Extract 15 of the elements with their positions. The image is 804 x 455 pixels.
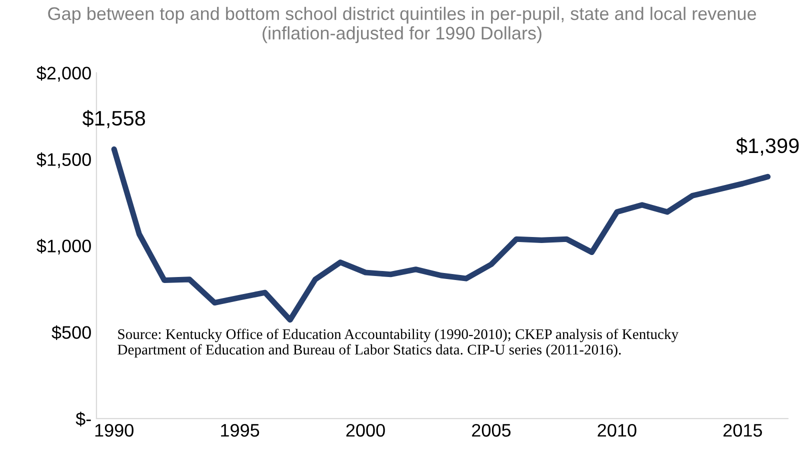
y-tick-label: $-: [76, 412, 91, 426]
y-tick-label: $1,500: [36, 152, 91, 168]
annotation: Source: Kentucky Office of Education Accountability (1990-2010); CKEP analysis of Kentucky Department of Education and Bureau of Labor Statics data. CIP-U series (2011-2016).: [118, 328, 678, 358]
x-tick-label: 2005: [472, 424, 511, 437]
x-tick-label: 1990: [95, 424, 134, 437]
x-tick-label: 2010: [598, 424, 636, 437]
y-tick-label: $2,000: [36, 66, 91, 82]
x-tick-label: 2000: [346, 424, 385, 437]
y-tick-label: $1,000: [36, 238, 91, 255]
x-tick-label: 1995: [221, 424, 260, 437]
annotation: $1,558: [82, 110, 146, 128]
chart-title: Gap between top and bottom school district quintiles in per-pupil, state and local revenue (inflation-adjusted for 1990 Dollars): [48, 6, 756, 44]
x-tick-label: 2015: [723, 424, 762, 437]
annotation: $1,399: [736, 138, 799, 156]
y-tick-label: $500: [52, 325, 91, 340]
